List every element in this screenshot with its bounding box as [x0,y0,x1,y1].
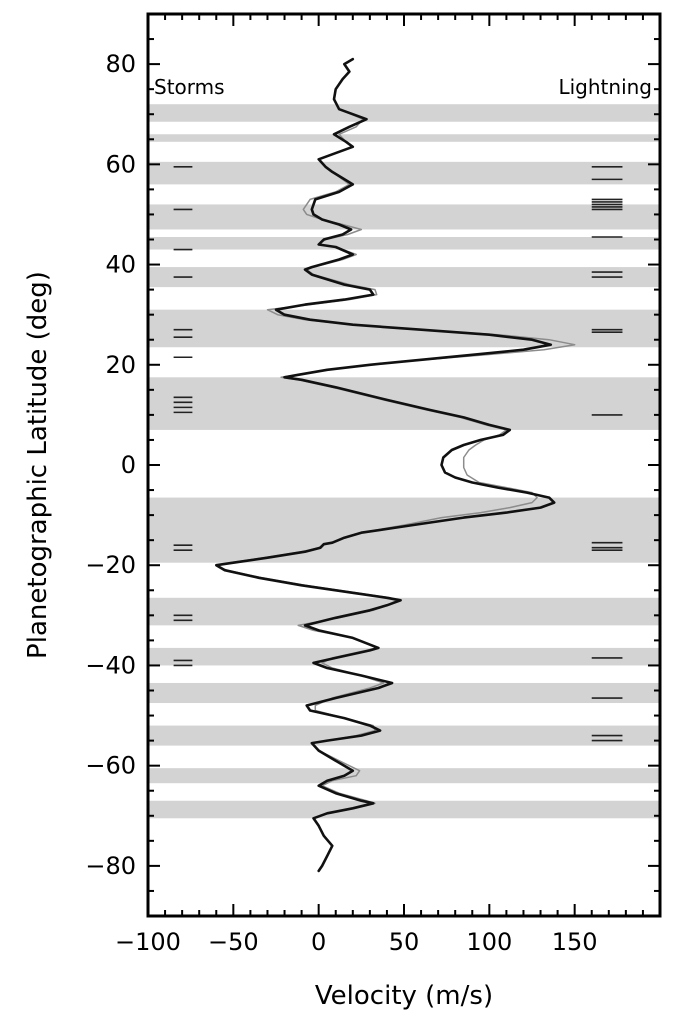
y-tick-label: 80 [105,50,136,78]
shaded-band [148,267,660,288]
y-tick-label: 0 [121,451,136,479]
y-tick-label: 60 [105,150,136,178]
shaded-band [148,104,660,122]
x-tick-label: 50 [389,928,420,956]
storms-label: Storms [154,75,225,99]
y-tick-label: 40 [105,251,136,279]
x-tick-label: 0 [311,928,326,956]
x-axis-title: Velocity (m/s) [315,981,493,1011]
series-line-secondary [215,88,576,810]
y-tick-label: −20 [85,551,136,579]
shaded-band [148,682,660,704]
shaded-band [148,497,660,563]
y-tick-label: −60 [85,752,136,780]
y-axis-title: Planetographic Latitude (deg) [23,271,53,659]
tick-labels: −100 −50 0 50 100 150 80 60 40 20 0 −20 −40 −60 −80 [85,50,597,956]
shaded-bands [148,104,660,819]
y-tick-label: −80 [85,852,136,880]
x-tick-label: 150 [552,928,598,956]
shaded-band [148,768,660,784]
latitude-markers [173,166,623,742]
shaded-band [148,236,660,250]
shaded-band [148,204,660,230]
shaded-band [148,161,660,185]
axis-ticks [147,13,661,917]
x-tick-label: 100 [466,928,512,956]
shaded-band [148,800,660,819]
shaded-band [148,597,660,626]
x-tick-label: −50 [208,928,259,956]
shaded-band [148,725,660,746]
shaded-band [148,134,660,142]
velocity-profiles [215,57,576,873]
lightning-label: Lightning [558,75,652,99]
y-tick-label: −40 [85,651,136,679]
x-tick-label: −100 [115,928,181,956]
series-line-primary [215,57,556,873]
shaded-band [148,647,660,666]
y-tick-label: 20 [105,351,136,379]
